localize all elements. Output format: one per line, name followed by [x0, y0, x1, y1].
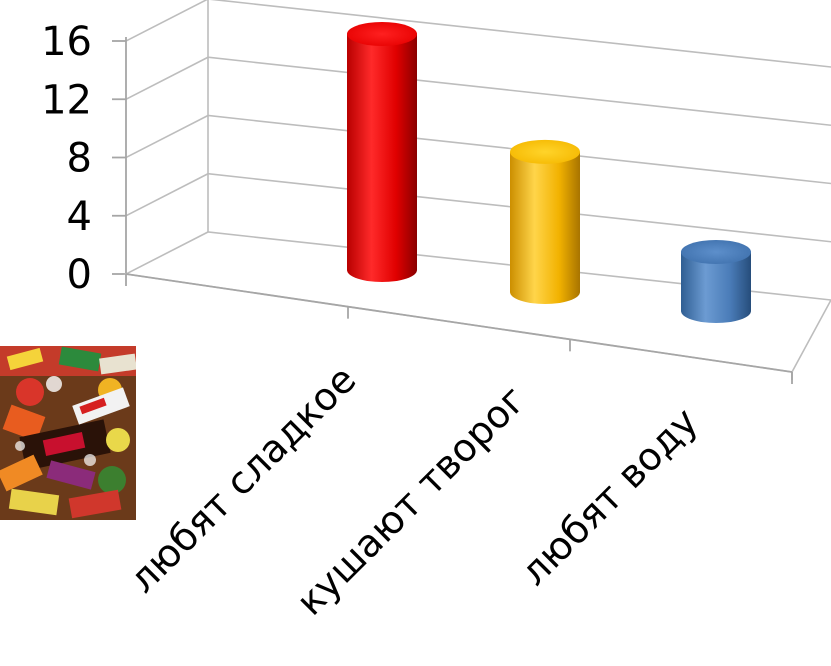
bar-1 [347, 22, 417, 282]
grid-layer [112, 0, 831, 384]
y-tick-label-8: 8 [67, 136, 92, 182]
gridline-8 [125, 114, 831, 185]
y-tick-label-4: 4 [67, 194, 92, 240]
gridline-12 [125, 56, 831, 127]
category-label-3: любят воду [512, 399, 707, 594]
bar-2 [510, 139, 580, 304]
y-tick-labels: 0 4 8 12 16 [41, 19, 92, 298]
bar-layer [347, 22, 751, 323]
x-axis-line [125, 273, 793, 373]
y-tick-label-16: 16 [41, 19, 92, 65]
bar-top-3 [681, 240, 751, 264]
gridline-4 [125, 172, 831, 243]
bar-top-2 [510, 139, 580, 164]
gridline-16 [125, 0, 831, 68]
bar-body-3 [681, 252, 751, 323]
y-tick-label-12: 12 [41, 77, 92, 123]
bar-3 [681, 240, 751, 323]
y-tick-label-0: 0 [67, 252, 92, 298]
bar-body-2 [510, 151, 580, 304]
bar-body-1 [347, 34, 417, 282]
bar-top-1 [347, 22, 417, 46]
candy-pile-photo [0, 346, 136, 520]
